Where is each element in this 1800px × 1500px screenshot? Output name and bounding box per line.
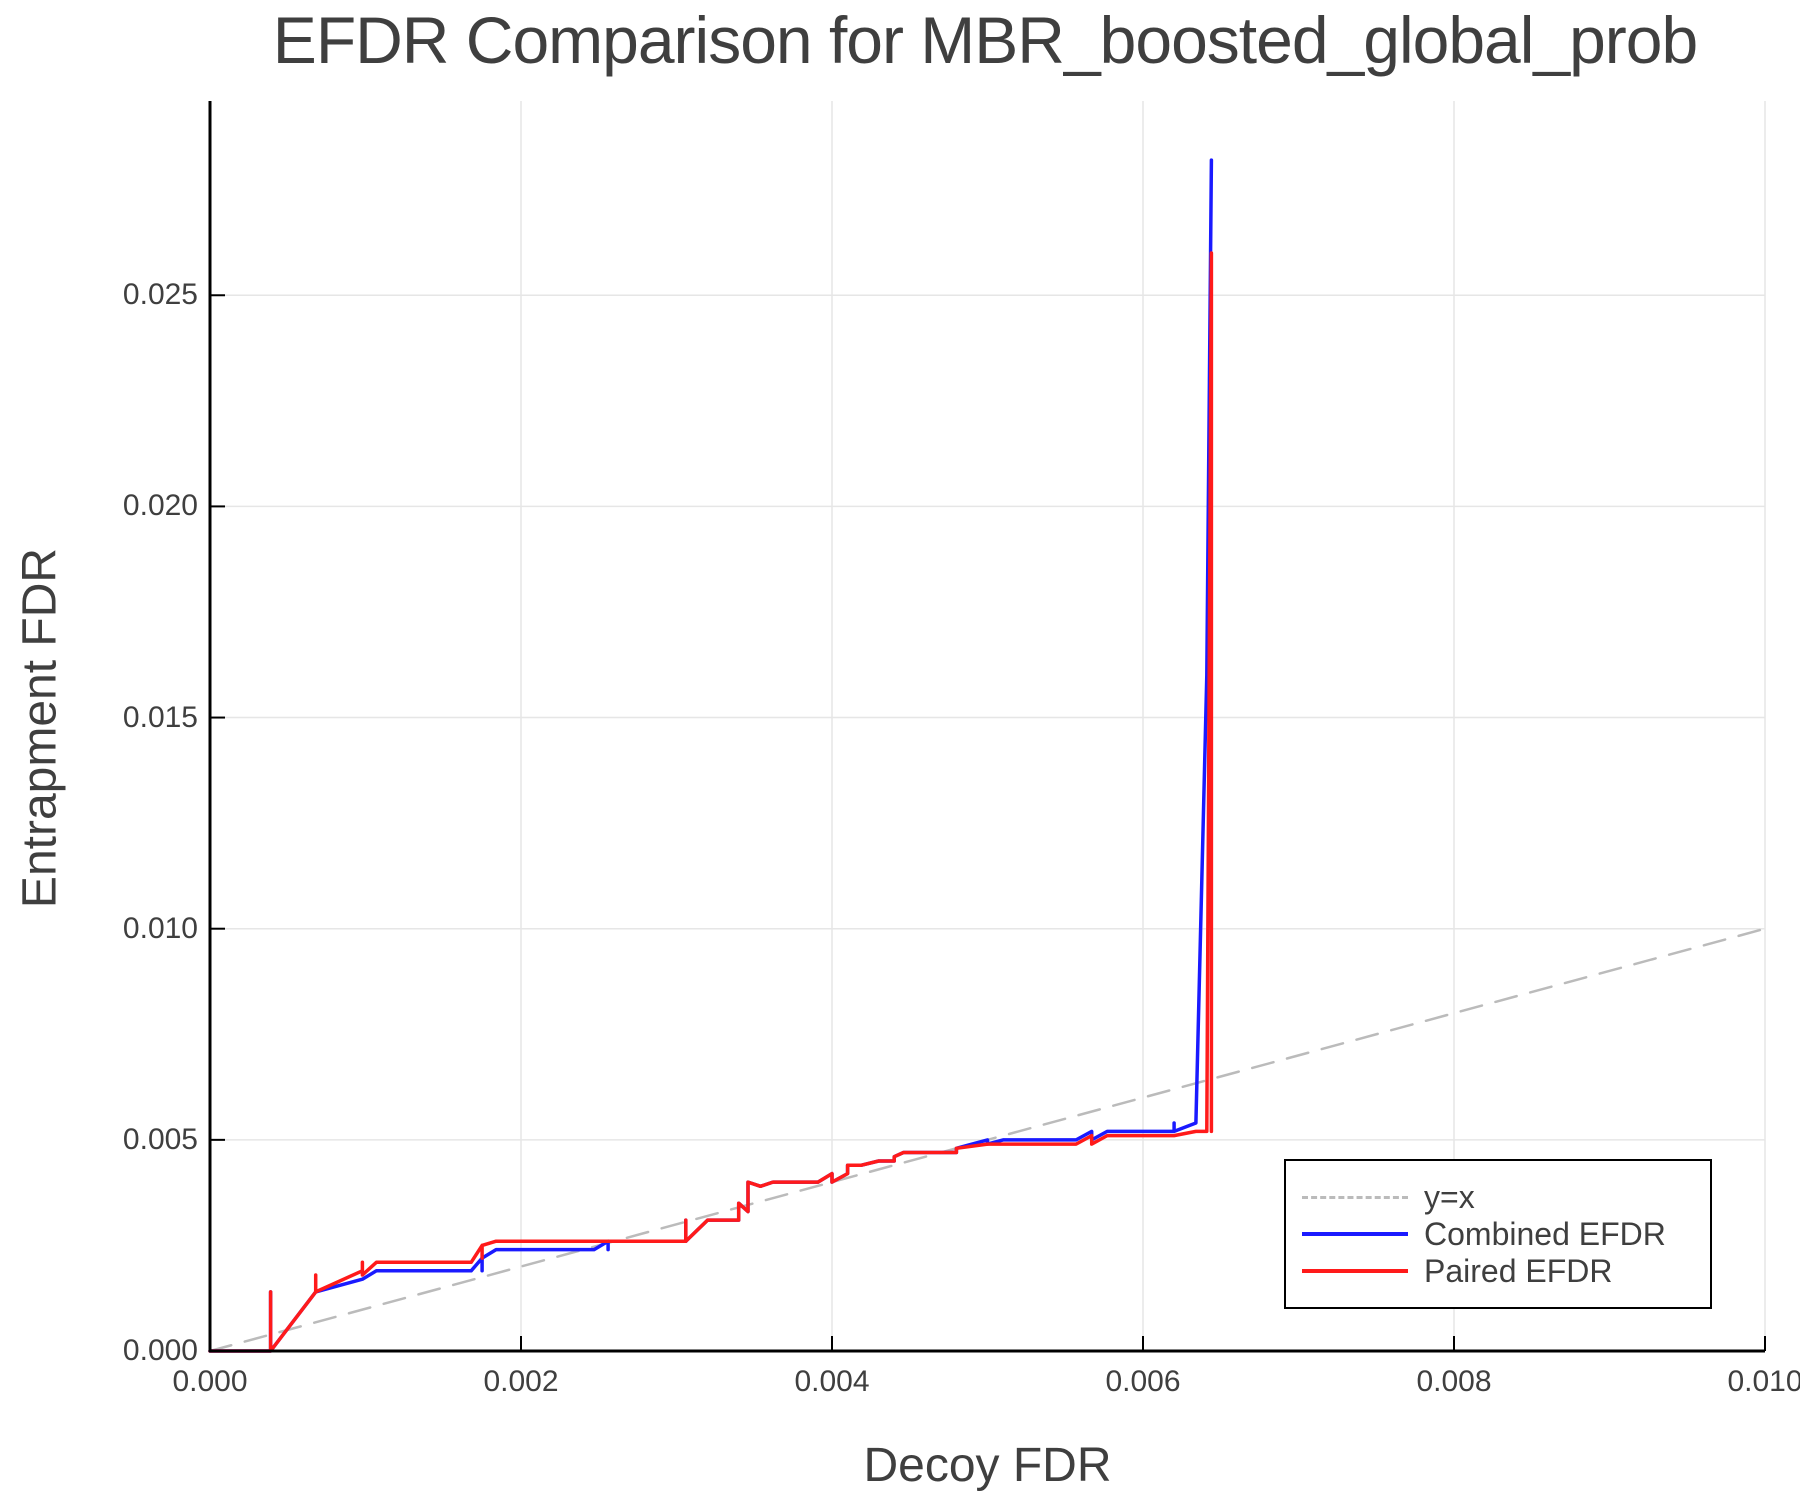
legend-swatch-blue-line-icon (1302, 1232, 1408, 1236)
y-tick-label: 0.020 (122, 489, 198, 523)
legend-swatch-dashed-icon (1302, 1195, 1408, 1199)
legend-item-yx: y=x (1302, 1179, 1475, 1215)
legend-label: y=x (1424, 1178, 1475, 1215)
y-tick-label: 0.025 (122, 278, 198, 312)
x-tick-label: 0.002 (483, 1365, 559, 1398)
x-tick-label: 0.006 (1105, 1365, 1181, 1398)
y-tick-label: 0.015 (122, 700, 198, 734)
legend-label: Paired EFDR (1424, 1252, 1613, 1289)
data-series (208, 158, 1767, 1353)
x-tick-label: 0.000 (172, 1365, 248, 1398)
series-combined-efdr (208, 158, 1214, 1353)
x-tick-label: 0.010 (1727, 1365, 1800, 1398)
x-axis-label: Decoy FDR (863, 1439, 1112, 1492)
x-tick-label: 0.004 (794, 1365, 870, 1398)
series-paired-efdr (208, 251, 1214, 1353)
legend-swatch-red-line-icon (1302, 1269, 1408, 1273)
legend-item-combined: Combined EFDR (1302, 1216, 1666, 1252)
y-tick-label: 0.010 (122, 911, 198, 945)
x-tick-label: 0.008 (1416, 1365, 1492, 1398)
chart-title: EFDR Comparison for MBR_boosted_global_p… (272, 3, 1698, 77)
legend-label: Combined EFDR (1424, 1215, 1666, 1252)
legend: y=x Combined EFDR Paired EFDR (1284, 1159, 1712, 1309)
y-tick-label: 0.005 (122, 1122, 198, 1156)
legend-item-paired: Paired EFDR (1302, 1253, 1613, 1289)
y-tick-label: 0.000 (122, 1334, 198, 1367)
axes (208, 101, 1766, 1353)
